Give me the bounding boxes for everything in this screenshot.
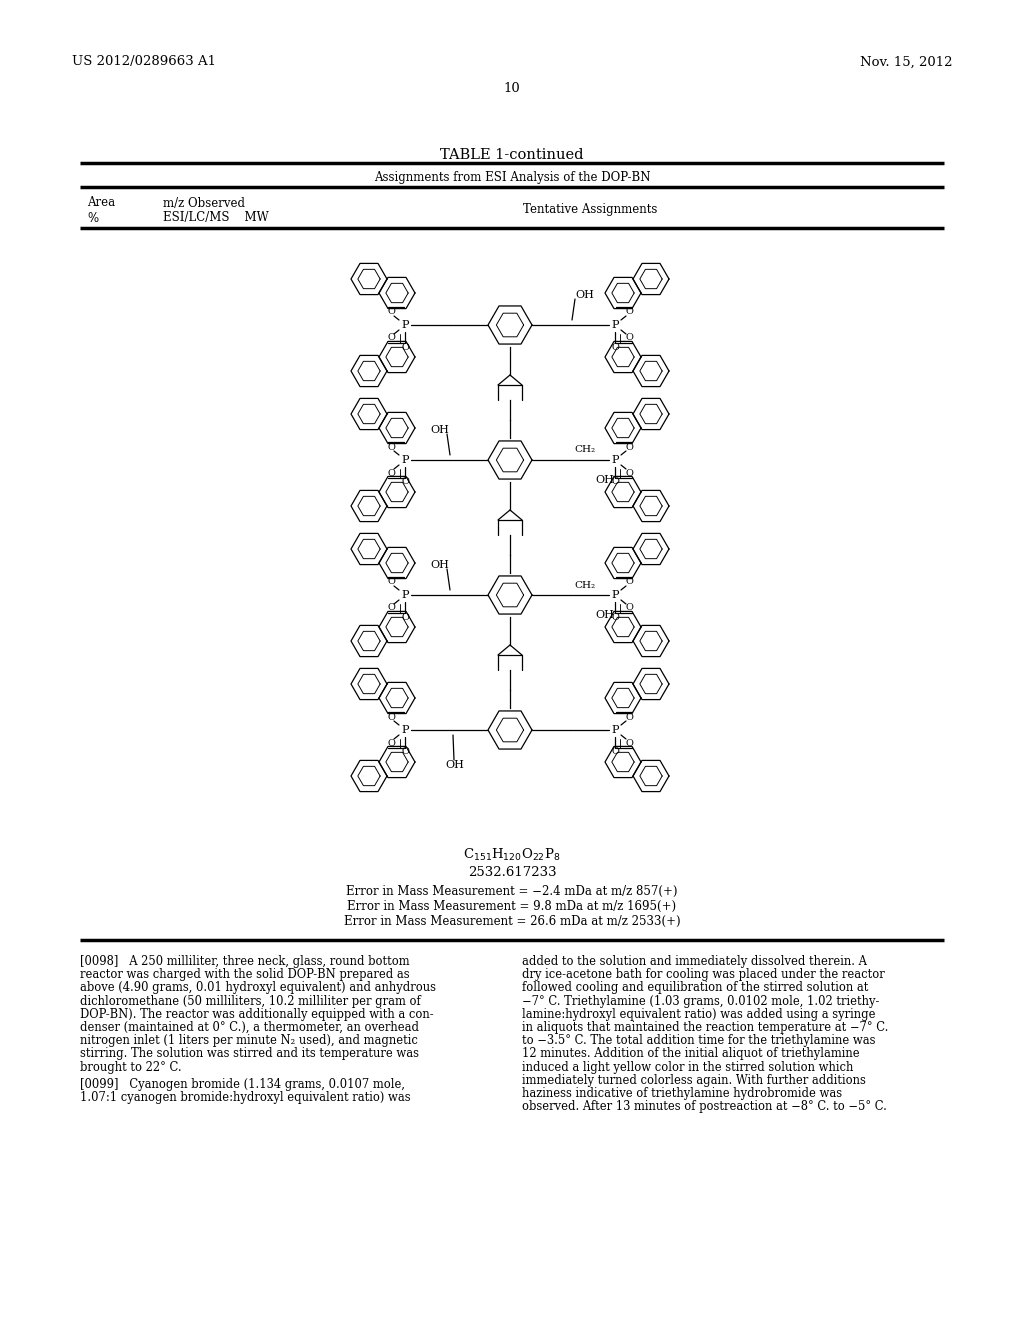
Text: %: % <box>87 211 98 224</box>
Text: DOP-BN). The reactor was additionally equipped with a con-: DOP-BN). The reactor was additionally eq… <box>80 1007 433 1020</box>
Text: O: O <box>625 603 633 612</box>
Text: O: O <box>611 612 618 622</box>
Text: Error in Mass Measurement = 9.8 mDa at m/z 1695(+): Error in Mass Measurement = 9.8 mDa at m… <box>347 899 677 912</box>
Text: nitrogen inlet (1 liters per minute N₂ used), and magnetic: nitrogen inlet (1 liters per minute N₂ u… <box>80 1034 418 1047</box>
Text: O: O <box>387 713 395 722</box>
Text: O: O <box>625 334 633 342</box>
Text: to −3.5° C. The total addition time for the triethylamine was: to −3.5° C. The total addition time for … <box>522 1034 876 1047</box>
Text: O: O <box>387 442 395 451</box>
Text: 2532.617233: 2532.617233 <box>468 866 556 879</box>
Text: O: O <box>625 738 633 747</box>
Text: O: O <box>387 578 395 586</box>
Text: 12 minutes. Addition of the initial aliquot of triethylamine: 12 minutes. Addition of the initial aliq… <box>522 1047 859 1060</box>
Text: P: P <box>611 590 618 601</box>
Text: [0098]   A 250 milliliter, three neck, glass, round bottom: [0098] A 250 milliliter, three neck, gla… <box>80 954 410 968</box>
Text: O: O <box>401 612 409 622</box>
Text: Nov. 15, 2012: Nov. 15, 2012 <box>859 55 952 69</box>
Text: 10: 10 <box>504 82 520 95</box>
Text: O: O <box>387 603 395 612</box>
Text: O: O <box>611 747 618 756</box>
Text: TABLE 1-continued: TABLE 1-continued <box>440 148 584 162</box>
Text: dry ice-acetone bath for cooling was placed under the reactor: dry ice-acetone bath for cooling was pla… <box>522 968 885 981</box>
Text: O: O <box>625 442 633 451</box>
Text: O: O <box>387 334 395 342</box>
Text: P: P <box>401 590 409 601</box>
Text: induced a light yellow color in the stirred solution which: induced a light yellow color in the stir… <box>522 1060 853 1073</box>
Text: Assignments from ESI Analysis of the DOP-BN: Assignments from ESI Analysis of the DOP… <box>374 172 650 185</box>
Text: stirring. The solution was stirred and its temperature was: stirring. The solution was stirred and i… <box>80 1047 419 1060</box>
Text: added to the solution and immediately dissolved therein. A: added to the solution and immediately di… <box>522 954 867 968</box>
Text: lamine:hydroxyl equivalent ratio) was added using a syringe: lamine:hydroxyl equivalent ratio) was ad… <box>522 1007 876 1020</box>
Text: P: P <box>611 725 618 735</box>
Text: denser (maintained at 0° C.), a thermometer, an overhead: denser (maintained at 0° C.), a thermome… <box>80 1020 419 1034</box>
Text: O: O <box>625 308 633 317</box>
Text: O: O <box>401 342 409 351</box>
Text: Error in Mass Measurement = −2.4 mDa at m/z 857(+): Error in Mass Measurement = −2.4 mDa at … <box>346 884 678 898</box>
Text: followed cooling and equilibration of the stirred solution at: followed cooling and equilibration of th… <box>522 981 868 994</box>
Text: P: P <box>611 455 618 465</box>
Text: O: O <box>387 469 395 478</box>
Text: O: O <box>625 469 633 478</box>
Text: −7° C. Triethylamine (1.03 grams, 0.0102 mole, 1.02 triethy-: −7° C. Triethylamine (1.03 grams, 0.0102… <box>522 994 880 1007</box>
Text: ESI/LC/MS    MW: ESI/LC/MS MW <box>163 211 268 224</box>
Text: C$_{151}$H$_{120}$O$_{22}$P$_{8}$: C$_{151}$H$_{120}$O$_{22}$P$_{8}$ <box>463 847 561 863</box>
Text: 1.07:1 cyanogen bromide:hydroxyl equivalent ratio) was: 1.07:1 cyanogen bromide:hydroxyl equival… <box>80 1092 411 1104</box>
Text: dichloromethane (50 milliliters, 10.2 milliliter per gram of: dichloromethane (50 milliliters, 10.2 mi… <box>80 994 421 1007</box>
Text: OH: OH <box>595 610 613 620</box>
Text: in aliquots that maintained the reaction temperature at −7° C.: in aliquots that maintained the reaction… <box>522 1020 889 1034</box>
Text: Area: Area <box>87 197 115 210</box>
Text: reactor was charged with the solid DOP-BN prepared as: reactor was charged with the solid DOP-B… <box>80 968 410 981</box>
Text: Tentative Assignments: Tentative Assignments <box>523 203 657 216</box>
Text: O: O <box>401 747 409 756</box>
Text: haziness indicative of triethylamine hydrobromide was: haziness indicative of triethylamine hyd… <box>522 1086 842 1100</box>
Text: O: O <box>387 308 395 317</box>
Text: Error in Mass Measurement = 26.6 mDa at m/z 2533(+): Error in Mass Measurement = 26.6 mDa at … <box>344 915 680 928</box>
Text: OH: OH <box>575 290 594 300</box>
Text: O: O <box>401 478 409 487</box>
Text: observed. After 13 minutes of postreaction at −8° C. to −5° C.: observed. After 13 minutes of postreacti… <box>522 1100 887 1113</box>
Text: O: O <box>625 578 633 586</box>
Text: US 2012/0289663 A1: US 2012/0289663 A1 <box>72 55 216 69</box>
Text: immediately turned colorless again. With further additions: immediately turned colorless again. With… <box>522 1073 866 1086</box>
Text: OH: OH <box>430 425 450 436</box>
Text: OH: OH <box>430 560 450 570</box>
Text: O: O <box>625 713 633 722</box>
Text: CH₂: CH₂ <box>574 446 596 454</box>
Text: [0099]   Cyanogen bromide (1.134 grams, 0.0107 mole,: [0099] Cyanogen bromide (1.134 grams, 0.… <box>80 1078 406 1090</box>
Text: P: P <box>401 319 409 330</box>
Text: P: P <box>401 725 409 735</box>
Text: OH: OH <box>595 475 613 484</box>
Text: m/z Observed: m/z Observed <box>163 197 245 210</box>
Text: P: P <box>611 319 618 330</box>
Text: above (4.90 grams, 0.01 hydroxyl equivalent) and anhydrous: above (4.90 grams, 0.01 hydroxyl equival… <box>80 981 436 994</box>
Text: OH: OH <box>445 760 465 770</box>
Text: P: P <box>401 455 409 465</box>
Text: O: O <box>611 478 618 487</box>
Text: brought to 22° C.: brought to 22° C. <box>80 1060 181 1073</box>
Text: O: O <box>611 342 618 351</box>
Text: O: O <box>387 738 395 747</box>
Text: CH₂: CH₂ <box>574 581 596 590</box>
